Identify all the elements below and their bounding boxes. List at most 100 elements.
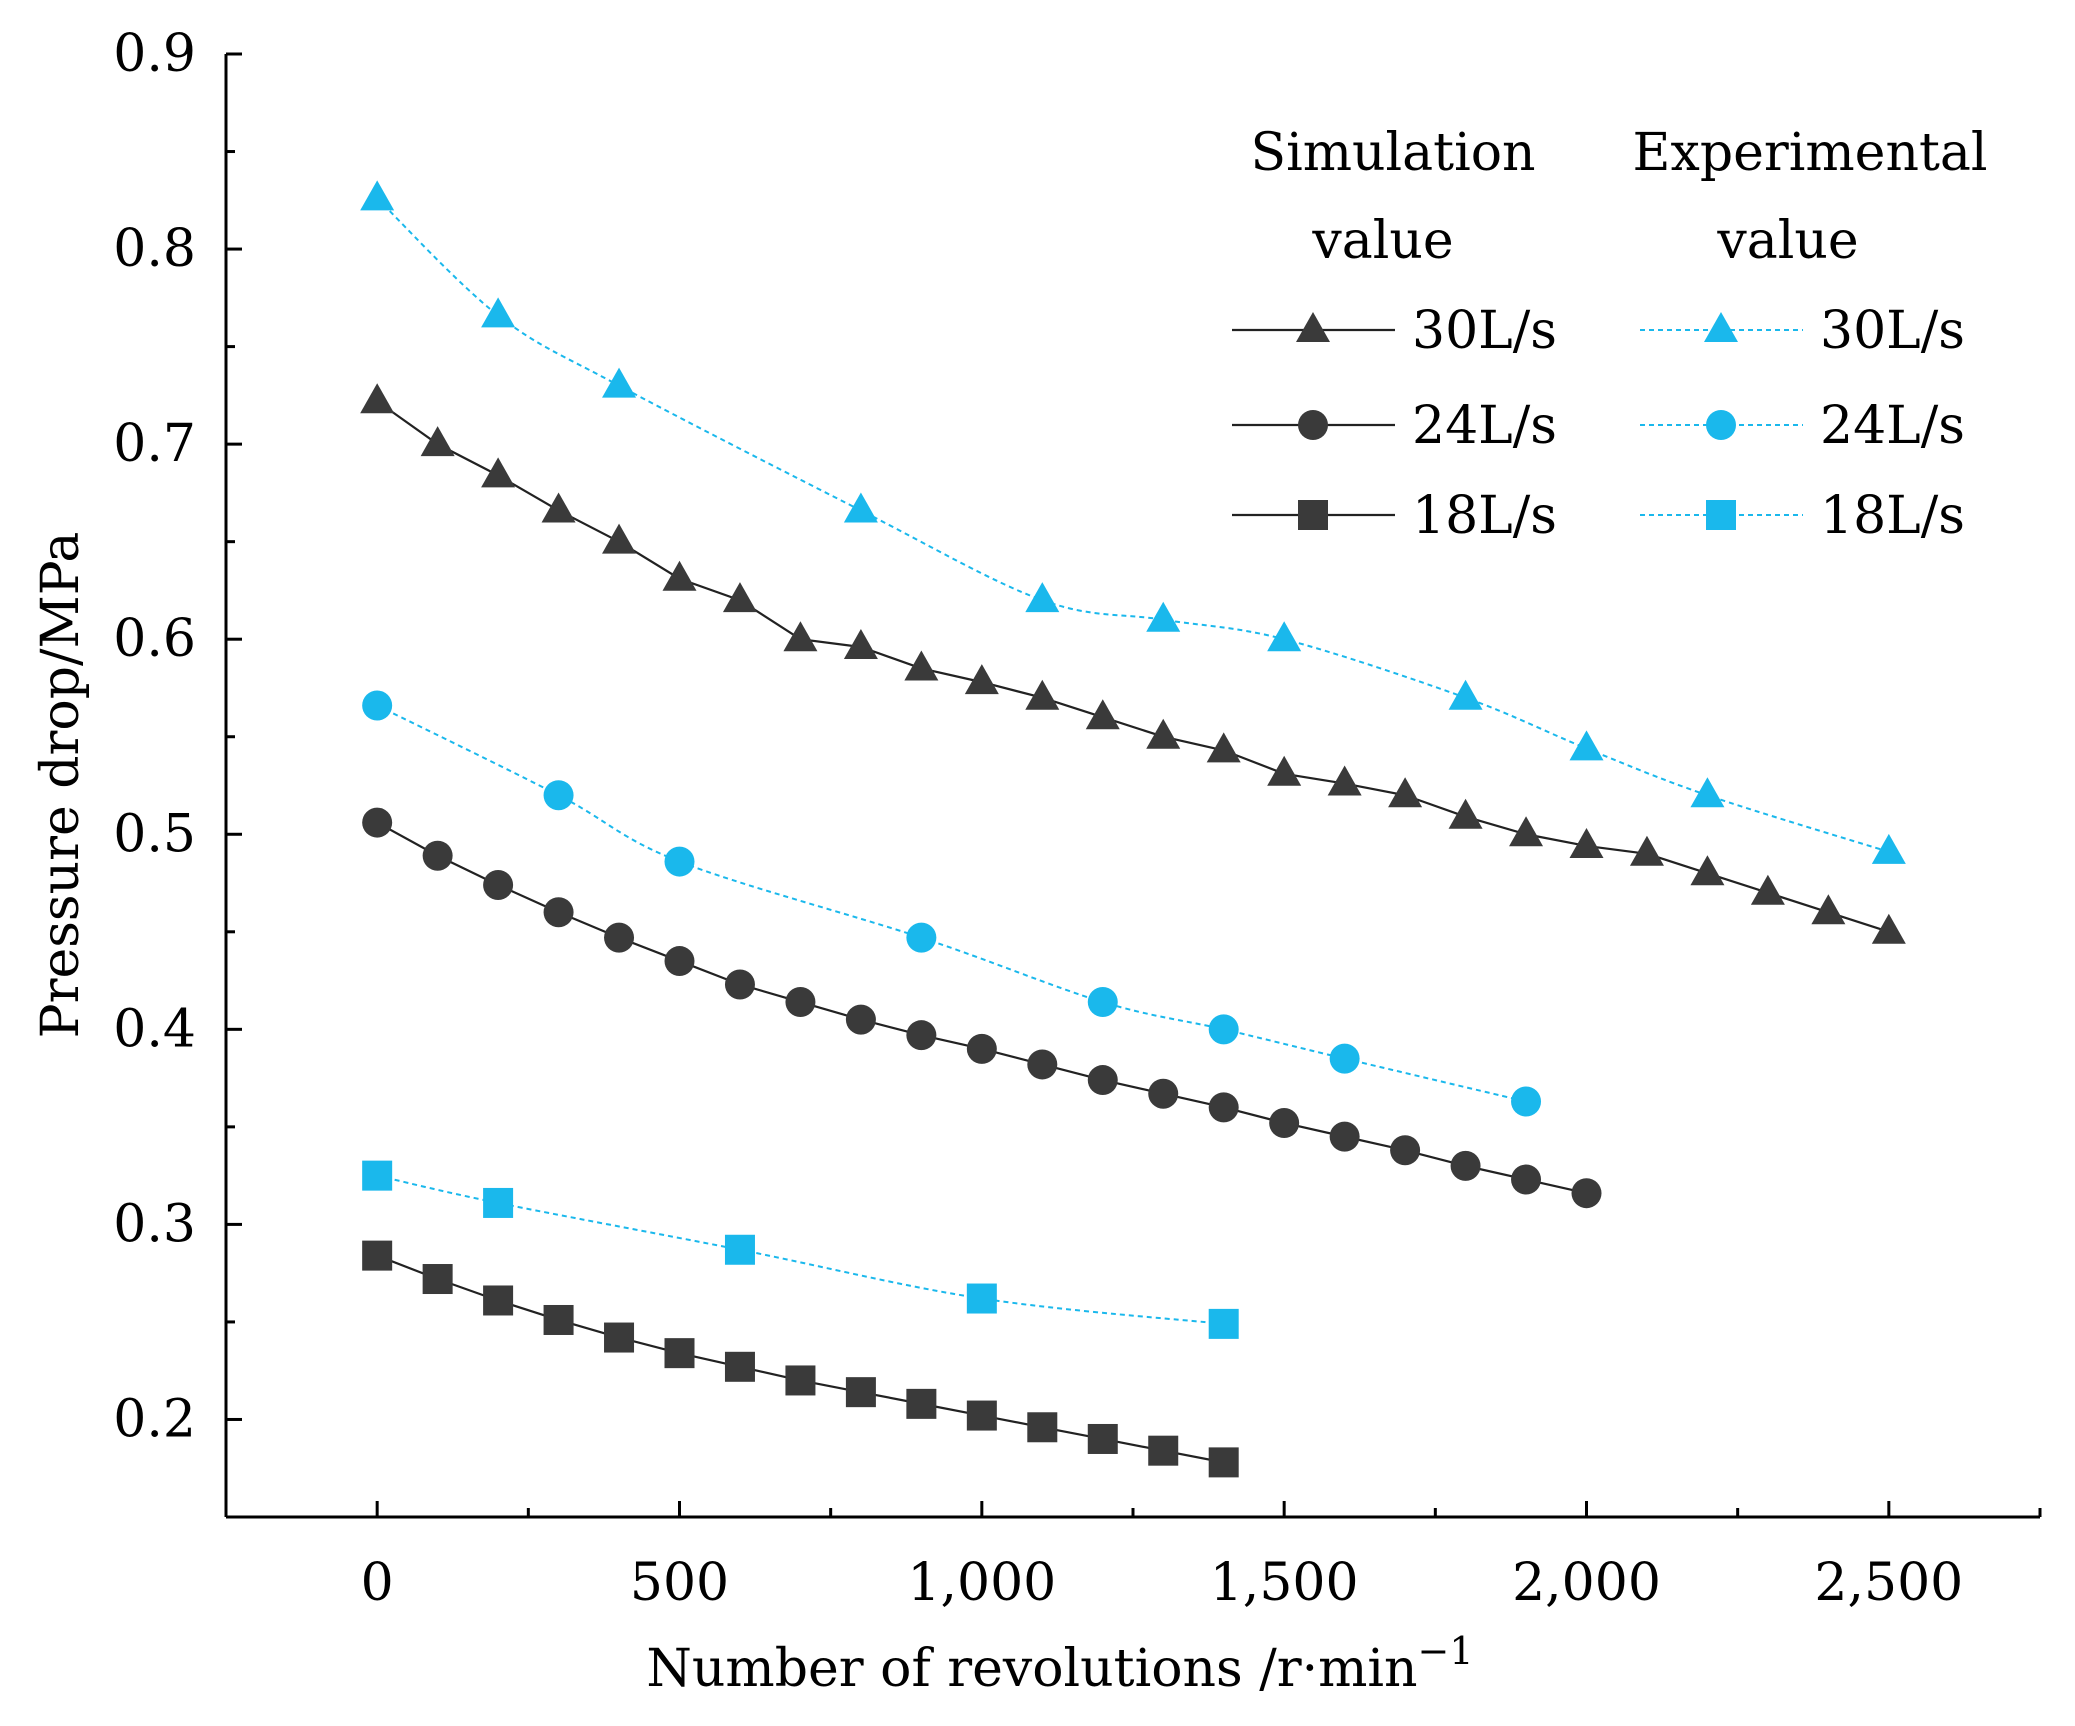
y-tick-label: 0.6 bbox=[113, 609, 196, 669]
data-point bbox=[1087, 987, 1118, 1018]
data-point bbox=[1085, 699, 1120, 730]
y-tick-label: 0.9 bbox=[113, 24, 196, 84]
data-point bbox=[662, 560, 697, 591]
legend-label: 18L/s bbox=[1412, 486, 1557, 546]
y-axis-title: Pressure drop/MPa bbox=[31, 532, 91, 1039]
x-tick-label: 1,000 bbox=[907, 1553, 1056, 1613]
data-point bbox=[1511, 1164, 1542, 1195]
data-point bbox=[1388, 777, 1423, 808]
data-point bbox=[1571, 1178, 1602, 1209]
data-point bbox=[481, 457, 516, 488]
data-point bbox=[543, 780, 574, 811]
data-point bbox=[906, 1388, 937, 1419]
data-point bbox=[966, 1283, 997, 1314]
data-point bbox=[1027, 1049, 1058, 1080]
data-point bbox=[1329, 1043, 1360, 1074]
data-point bbox=[845, 1377, 876, 1408]
legend: Simulation value Experimental value 30L/… bbox=[1232, 123, 1987, 546]
legend-marker bbox=[1298, 500, 1328, 530]
data-point bbox=[843, 492, 878, 523]
legend-item-experimental: 30L/s bbox=[1640, 301, 1965, 361]
y-tick-label: 0.3 bbox=[113, 1194, 196, 1254]
data-point bbox=[1087, 1423, 1118, 1454]
data-point bbox=[483, 1285, 514, 1316]
data-point bbox=[1509, 816, 1544, 847]
data-point bbox=[783, 621, 818, 652]
data-point bbox=[1569, 730, 1604, 761]
x-tick-label: 1,500 bbox=[1210, 1553, 1359, 1613]
series-simulation-triangle bbox=[360, 383, 1906, 944]
legend-marker bbox=[1704, 312, 1738, 342]
data-point bbox=[1871, 833, 1906, 864]
legend-marker bbox=[1298, 410, 1328, 440]
x-axis-title: Number of revolutions /r·min−1 bbox=[646, 1629, 1473, 1699]
data-point bbox=[362, 1240, 393, 1271]
y-tick-label: 0.2 bbox=[113, 1389, 196, 1449]
y-tick-label: 0.8 bbox=[113, 219, 196, 279]
data-point bbox=[964, 664, 999, 695]
data-point bbox=[1208, 1308, 1239, 1339]
y-tick-label: 0.7 bbox=[113, 414, 196, 474]
series-line bbox=[376, 197, 1890, 853]
data-point bbox=[724, 969, 755, 1000]
data-point bbox=[422, 1264, 453, 1295]
legend-label: 18L/s bbox=[1820, 486, 1965, 546]
legend-marker bbox=[1296, 312, 1330, 342]
legend-label: 24L/s bbox=[1412, 396, 1557, 456]
data-point bbox=[483, 1187, 514, 1218]
data-point bbox=[1750, 874, 1785, 905]
legend-label: 30L/s bbox=[1820, 301, 1965, 361]
series-simulation-square bbox=[362, 1240, 1239, 1478]
data-point bbox=[360, 383, 395, 414]
x-axis-title-superscript: −1 bbox=[1418, 1629, 1474, 1673]
data-point bbox=[360, 180, 395, 211]
data-point bbox=[1146, 718, 1181, 749]
y-tick-label: 0.4 bbox=[113, 999, 196, 1059]
data-point bbox=[1025, 582, 1060, 613]
data-point bbox=[1629, 835, 1664, 866]
legend-marker bbox=[1706, 500, 1736, 530]
data-point bbox=[483, 869, 514, 900]
x-tick-label: 2,500 bbox=[1814, 1553, 1963, 1613]
data-point bbox=[1569, 827, 1604, 858]
data-point bbox=[1208, 1092, 1239, 1123]
legend-header-experimental-line1: Experimental bbox=[1633, 123, 1988, 183]
legend-header-simulation-line1: Simulation bbox=[1250, 123, 1535, 183]
data-point bbox=[904, 650, 939, 681]
data-point bbox=[664, 846, 695, 877]
data-point bbox=[724, 1234, 755, 1265]
data-point bbox=[1390, 1135, 1421, 1166]
data-point bbox=[1269, 1107, 1300, 1138]
legend-item-simulation: 24L/s bbox=[1232, 396, 1557, 456]
data-point bbox=[785, 987, 816, 1018]
data-point bbox=[843, 629, 878, 660]
series-layer bbox=[360, 180, 1906, 1478]
data-point bbox=[1148, 1435, 1179, 1466]
data-point bbox=[1811, 894, 1846, 925]
legend-label: 24L/s bbox=[1820, 396, 1965, 456]
x-tick-label: 0 bbox=[361, 1553, 394, 1613]
x-axis-ticks: 0 500 1,000 1,500 2,000 2,500 bbox=[224, 1501, 2042, 1613]
data-point bbox=[906, 922, 937, 953]
data-point bbox=[1450, 1150, 1481, 1181]
data-point bbox=[1329, 1121, 1360, 1152]
data-point bbox=[422, 840, 453, 871]
data-point bbox=[1327, 765, 1362, 796]
y-axis-ticks: 0.2 0.3 0.4 0.5 0.6 0.7 0.8 0.9 bbox=[113, 24, 242, 1519]
data-point bbox=[1690, 855, 1725, 886]
data-point bbox=[362, 1160, 393, 1191]
data-point bbox=[602, 523, 637, 554]
legend-entries: 30L/s 30L/s 24L/s 24L/s 18L/s 18L/s bbox=[1232, 301, 1965, 546]
data-point bbox=[541, 492, 576, 523]
data-point bbox=[664, 946, 695, 977]
data-point bbox=[724, 1351, 755, 1382]
data-point bbox=[1146, 601, 1181, 632]
legend-item-simulation: 18L/s bbox=[1232, 486, 1557, 546]
x-tick-label: 2,000 bbox=[1512, 1553, 1661, 1613]
data-point bbox=[1267, 621, 1302, 652]
data-point bbox=[1267, 755, 1302, 786]
data-point bbox=[602, 367, 637, 398]
x-axis-title-main: Number of revolutions /r·min bbox=[646, 1639, 1417, 1699]
data-point bbox=[1025, 679, 1060, 710]
